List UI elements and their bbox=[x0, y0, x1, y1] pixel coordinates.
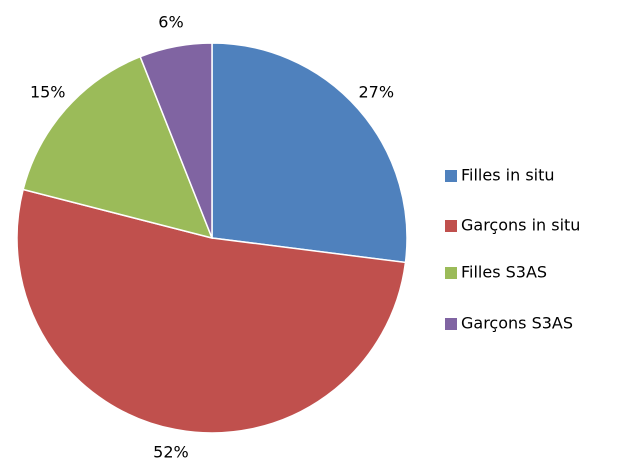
pie-slice bbox=[139, 42, 213, 239]
legend-swatch bbox=[445, 170, 457, 182]
data-label: 15% bbox=[30, 83, 66, 102]
legend-label: Garçons in situ bbox=[461, 216, 580, 235]
data-label: 27% bbox=[358, 83, 394, 102]
legend-label: Filles in situ bbox=[461, 166, 555, 185]
pie-slice bbox=[22, 55, 214, 240]
legend-swatch bbox=[445, 318, 457, 330]
legend-label: Garçons S3AS bbox=[461, 314, 573, 333]
legend-label: Filles S3AS bbox=[461, 263, 547, 282]
data-label: 6% bbox=[158, 12, 183, 31]
pie-slice bbox=[16, 188, 407, 434]
legend-swatch bbox=[445, 267, 457, 279]
pie-slice bbox=[211, 42, 408, 264]
legend-swatch bbox=[445, 220, 457, 232]
data-label: 52% bbox=[153, 443, 189, 462]
